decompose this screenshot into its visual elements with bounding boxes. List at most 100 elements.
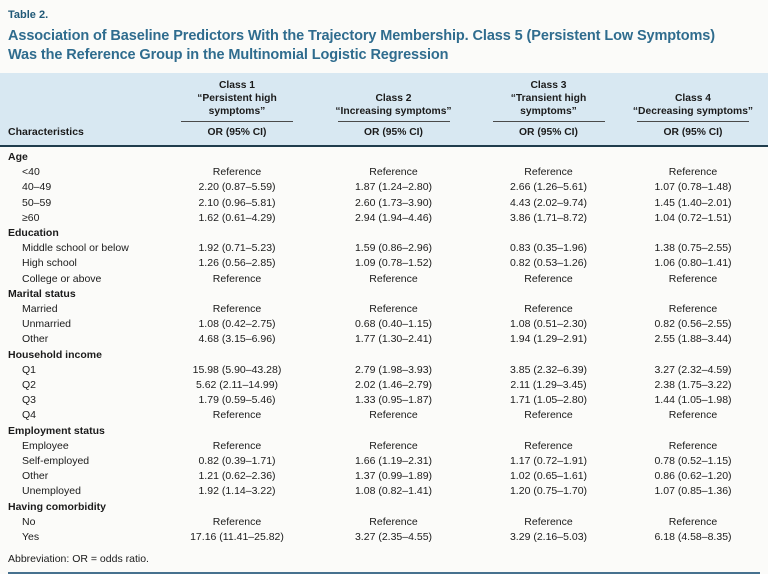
or-ci-cell: 1.66 (1.19–2.31) xyxy=(354,455,433,468)
class-subtitle: “Decreasing symptoms” xyxy=(632,106,754,117)
or-ci-column-header: OR (95% CI) xyxy=(207,127,267,138)
section-row: Marital status xyxy=(0,287,768,302)
or-ci-cell: 2.20 (0.87–5.59) xyxy=(198,181,276,194)
row-label: ≥60 xyxy=(22,211,40,224)
or-ci-cell: Reference xyxy=(369,166,418,179)
row-label: Q2 xyxy=(22,379,37,392)
empty-cell xyxy=(316,287,471,302)
row-label: Q1 xyxy=(22,363,37,376)
or-ci-cell: Reference xyxy=(668,515,718,528)
row-label: 50–59 xyxy=(22,196,52,209)
or-ci-cell: Reference xyxy=(212,515,262,528)
empty-cell xyxy=(471,226,626,241)
empty-cell xyxy=(471,287,626,302)
class-name: Class 4 xyxy=(674,93,712,104)
data-row: 40–49 2.20 (0.87–5.59) 1.87 (1.24–2.80) 2.6… xyxy=(0,180,768,195)
data-row: No Reference Reference Reference Reference xyxy=(0,515,768,530)
row-label: No xyxy=(22,515,36,528)
or-ci-cell: 2.38 (1.75–3.22) xyxy=(654,379,732,392)
section-row: Employment status xyxy=(0,424,768,439)
or-ci-cell: 1.07 (0.85–1.36) xyxy=(654,485,732,498)
empty-cell xyxy=(626,287,760,302)
or-ci-cell: 1.79 (0.59–5.46) xyxy=(198,394,276,407)
or-ci-cell: Reference xyxy=(524,303,573,316)
class-name: Class 3 xyxy=(530,80,567,91)
empty-cell xyxy=(626,348,760,363)
table-title-line1: Association of Baseline Predictors With … xyxy=(8,28,716,44)
row-label: Middle school or below xyxy=(22,242,129,255)
section-row: Age xyxy=(0,150,768,165)
or-ci-cell: 0.68 (0.40–1.15) xyxy=(354,318,433,331)
data-row: Self-employed 0.82 (0.39–1.71) 1.66 (1.19–… xyxy=(0,454,768,469)
data-row: Middle school or below 1.92 (0.71–5.23) 1.… xyxy=(0,241,768,256)
data-row: Q4 Reference Reference Reference Reference xyxy=(0,408,768,423)
class-subtitle: “Transient high symptoms” xyxy=(510,93,587,117)
or-ci-cell: 1.02 (0.65–1.61) xyxy=(509,470,588,483)
or-ci-cell: 1.33 (0.95–1.87) xyxy=(354,394,433,407)
or-ci-cell: Reference xyxy=(212,272,262,285)
or-ci-cell: Reference xyxy=(524,515,573,528)
data-row: Married Reference Reference Reference Refere… xyxy=(0,302,768,317)
or-ci-cell: Reference xyxy=(212,439,262,452)
data-row: 50–59 2.10 (0.96–5.81) 2.60 (1.73–3.90) 4.4… xyxy=(0,196,768,211)
or-ci-cell: 1.71 (1.05–2.80) xyxy=(509,394,588,407)
empty-cell xyxy=(316,226,471,241)
or-ci-cell: 1.37 (0.99–1.89) xyxy=(354,470,433,483)
table-number-label: Table 2. xyxy=(8,9,49,21)
data-row: College or above Reference Reference Refere… xyxy=(0,272,768,287)
data-row: Q1 15.98 (5.90–43.28) 2.79 (1.98–3.93) 3.85… xyxy=(0,363,768,378)
or-ci-cell: 0.82 (0.39–1.71) xyxy=(198,455,276,468)
or-ci-cell: 2.11 (1.29–3.45) xyxy=(510,379,587,392)
or-ci-cell: 2.66 (1.26–5.61) xyxy=(509,181,588,194)
table-footnote: Abbreviation: OR = odds ratio. xyxy=(8,553,149,566)
or-ci-cell: 1.59 (0.86–2.96) xyxy=(354,242,433,255)
row-label: Self-employed xyxy=(22,455,90,468)
or-ci-cell: 1.17 (0.72–1.91) xyxy=(509,455,588,468)
or-ci-cell: Reference xyxy=(524,409,573,422)
empty-cell xyxy=(158,150,316,165)
or-ci-cell: 17.16 (11.41–25.82) xyxy=(190,531,284,544)
data-row: <40 Reference Reference Reference Reference xyxy=(0,165,768,180)
or-ci-column-header: OR (95% CI) xyxy=(663,127,723,138)
or-ci-cell: Reference xyxy=(369,439,418,452)
or-ci-cell: Reference xyxy=(668,166,718,179)
or-ci-cell: 1.94 (1.29–2.91) xyxy=(509,333,588,346)
row-label: Other xyxy=(22,333,49,346)
or-ci-cell: 2.94 (1.94–4.46) xyxy=(354,211,433,224)
empty-cell xyxy=(471,424,626,439)
or-ci-cell: 3.27 (2.35–4.55) xyxy=(354,531,433,544)
column-header-class2: Class 2 “Increasing symptoms” OR (95% CI) xyxy=(316,79,471,145)
table-body: Age <40 Reference Reference Reference Referen… xyxy=(0,147,768,545)
or-ci-cell: 4.43 (2.02–9.74) xyxy=(509,196,588,209)
data-row: Q3 1.79 (0.59–5.46) 1.33 (0.95–1.87) 1.71 (… xyxy=(0,393,768,408)
or-ci-cell: 2.02 (1.46–2.79) xyxy=(354,379,433,392)
or-ci-cell: 1.08 (0.51–2.30) xyxy=(509,318,588,331)
or-ci-cell: 3.86 (1.71–8.72) xyxy=(509,211,588,224)
or-ci-cell: Reference xyxy=(524,439,573,452)
or-ci-column-header: OR (95% CI) xyxy=(519,127,578,138)
row-label: Unmarried xyxy=(22,318,72,331)
class-header-underline xyxy=(181,121,293,122)
section-label: Household income xyxy=(8,348,102,361)
section-label: Age xyxy=(8,151,28,163)
or-ci-cell: 1.92 (1.14–3.22) xyxy=(198,485,276,498)
or-ci-cell: 1.92 (0.71–5.23) xyxy=(198,242,276,255)
empty-cell xyxy=(471,150,626,165)
row-label: Yes xyxy=(22,531,40,544)
or-ci-cell: 1.45 (1.40–2.01) xyxy=(654,196,732,209)
class-header-underline xyxy=(637,121,749,122)
empty-cell xyxy=(158,424,316,439)
row-label: Unemployed xyxy=(22,485,81,498)
data-row: ≥60 1.62 (0.61–4.29) 2.94 (1.94–4.46) 3.86 … xyxy=(0,211,768,226)
or-ci-cell: 2.10 (0.96–5.81) xyxy=(198,196,276,209)
or-ci-cell: 1.04 (0.72–1.51) xyxy=(654,211,732,224)
or-ci-cell: 1.62 (0.61–4.29) xyxy=(198,211,276,224)
or-ci-cell: Reference xyxy=(212,166,262,179)
empty-cell xyxy=(158,226,316,241)
row-label: Other xyxy=(22,470,49,483)
class-subtitle: “Persistent high symptoms” xyxy=(197,93,277,117)
or-ci-cell: Reference xyxy=(369,515,418,528)
or-ci-cell: 1.06 (0.80–1.41) xyxy=(654,257,732,270)
bottom-rule xyxy=(8,572,760,574)
column-header-class1: Class 1 “Persistent high symptoms” OR (95%… xyxy=(158,79,316,145)
